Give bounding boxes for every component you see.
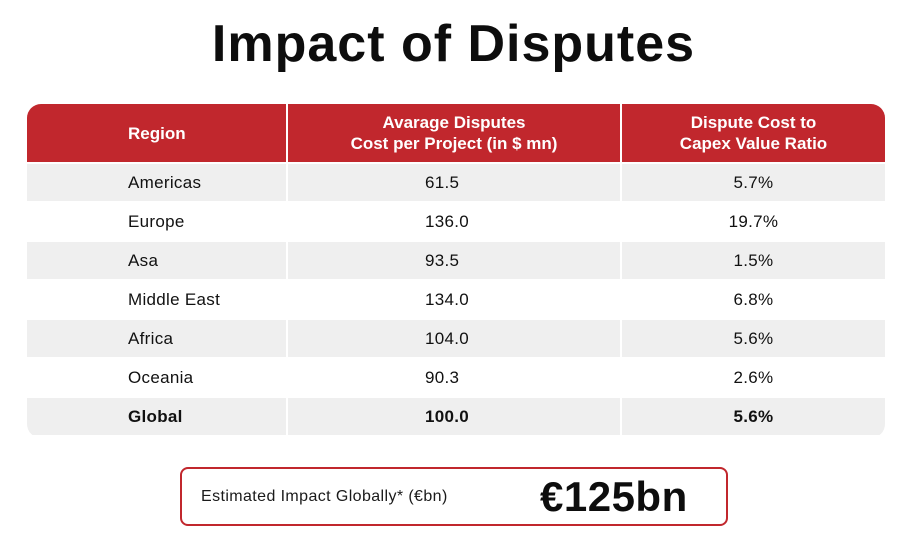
ratio-cell: 5.7% xyxy=(621,162,885,202)
table-row: Middle East 134.0 6.8% xyxy=(27,279,885,319)
ratio-cell: 1.5% xyxy=(621,240,885,280)
region-cell: Americas xyxy=(27,162,288,202)
cost-cell: 100.0 xyxy=(287,396,622,435)
impact-callout: Estimated Impact Globally* (€bn) €125bn xyxy=(180,467,728,526)
region-cell: Global xyxy=(27,396,288,435)
table-row: Asa 93.5 1.5% xyxy=(27,240,885,280)
cost-cell: 61.5 xyxy=(287,162,622,202)
page-title: Impact of Disputes xyxy=(211,15,696,73)
header-cost-line1: Avarage Disputes xyxy=(382,113,526,132)
header-row: Region Avarage Disputes Cost per Project… xyxy=(27,104,885,163)
table-body: Americas 61.5 5.7% Europe 136.0 19.7% As… xyxy=(27,162,885,435)
table-header: Region Avarage Disputes Cost per Project… xyxy=(27,104,885,163)
header-ratio-line2: Capex Value Ratio xyxy=(679,134,828,153)
region-cell: Europe xyxy=(27,201,288,241)
cost-cell: 90.3 xyxy=(287,357,622,397)
region-cell: Africa xyxy=(27,318,288,358)
header-cost-line2: Cost per Project (in $ mn) xyxy=(350,134,558,153)
table-row: Europe 136.0 19.7% xyxy=(27,201,885,241)
table-row: Americas 61.5 5.7% xyxy=(27,162,885,202)
region-cell: Asa xyxy=(27,240,288,280)
header-ratio-line1: Dispute Cost to xyxy=(690,113,817,132)
table-row: Africa 104.0 5.6% xyxy=(27,318,885,358)
table-row: Oceania 90.3 2.6% xyxy=(27,357,885,397)
region-cell: Oceania xyxy=(27,357,288,397)
disputes-table-grid: Region Avarage Disputes Cost per Project… xyxy=(27,104,885,435)
header-region: Region xyxy=(27,104,288,163)
table-row-global: Global 100.0 5.6% xyxy=(27,396,885,435)
ratio-cell: 19.7% xyxy=(621,201,885,241)
ratio-cell: 5.6% xyxy=(621,396,885,435)
impact-value: €125bn xyxy=(540,473,688,520)
header-cost: Avarage Disputes Cost per Project (in $ … xyxy=(287,104,622,163)
impact-label: Estimated Impact Globally* (€bn) xyxy=(201,488,448,505)
ratio-cell: 6.8% xyxy=(621,279,885,319)
disputes-table: Region Avarage Disputes Cost per Project… xyxy=(27,104,885,438)
ratio-cell: 2.6% xyxy=(621,357,885,397)
cost-cell: 93.5 xyxy=(287,240,622,280)
ratio-cell: 5.6% xyxy=(621,318,885,358)
cost-cell: 136.0 xyxy=(287,201,622,241)
cost-cell: 134.0 xyxy=(287,279,622,319)
header-ratio: Dispute Cost to Capex Value Ratio xyxy=(621,104,885,163)
region-cell: Middle East xyxy=(27,279,288,319)
cost-cell: 104.0 xyxy=(287,318,622,358)
